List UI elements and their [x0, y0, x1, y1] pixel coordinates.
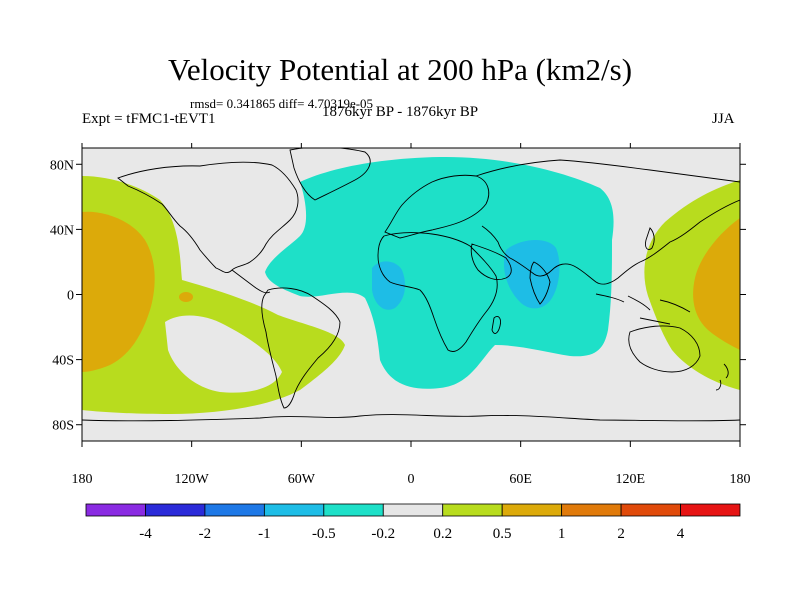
colorbar-swatch — [382, 503, 444, 517]
coast-indonesia — [595, 293, 691, 325]
lat-tick-label: 0 — [67, 289, 74, 304]
stats-label: rmsd= 0.341865 diff= 4.70319e-05 — [190, 96, 374, 111]
colorbar-swatch — [204, 503, 265, 517]
coast-greenland — [289, 148, 371, 201]
colorbar-swatch — [85, 503, 146, 517]
positive-anomaly-east-pacific — [82, 176, 345, 414]
colorbar-swatch — [680, 503, 741, 517]
colorbar-label: 0.2 — [433, 526, 452, 542]
plot-title: Velocity Potential at 200 hPa (km2/s) — [167, 52, 633, 87]
strong-negative-core-arabia — [503, 239, 560, 309]
colorbar-label: -4 — [139, 526, 152, 542]
negative-anomaly-region — [265, 156, 614, 389]
coast-south-america — [261, 287, 341, 409]
colorbar-label: -0.2 — [371, 526, 395, 542]
colorbar-label: 2 — [617, 526, 625, 542]
colorbar-label: -2 — [199, 526, 212, 542]
lon-axis: 180 120W 60W 0 60E 120E 180 — [72, 143, 751, 487]
coast-arabia — [470, 243, 512, 281]
lon-tick-label: 0 — [408, 472, 415, 487]
coast-new-zealand — [715, 363, 729, 391]
coast-africa — [377, 232, 498, 353]
colorbar-label: -1 — [258, 526, 271, 542]
colorbar-swatch — [263, 503, 325, 517]
lon-tick-label: 180 — [72, 472, 93, 487]
coast-antarctica — [82, 414, 740, 422]
coast-europe — [384, 174, 490, 239]
small-positive-core — [179, 292, 193, 302]
colorbar-swatch — [323, 503, 384, 517]
lat-tick-label: 40S — [52, 354, 74, 369]
coast-india — [529, 261, 551, 305]
lon-tick-label: 60W — [288, 472, 316, 487]
lon-tick-label: 120E — [616, 472, 646, 487]
neutral-gap-south-pacific — [165, 315, 282, 393]
period-label: 1876kyr BP - 1876kyr BP — [322, 104, 479, 120]
lon-tick-label: 120W — [175, 472, 210, 487]
lon-tick-label: 60E — [509, 472, 532, 487]
lon-tick-label: 180 — [730, 472, 751, 487]
strong-positive-core-east-pacific — [82, 211, 155, 372]
strong-positive-core-west-pacific — [693, 218, 740, 350]
coast-australia — [628, 325, 701, 373]
colorbar-label: -0.5 — [312, 526, 336, 542]
colorbar-swatch — [501, 503, 563, 517]
coast-north-america — [117, 161, 299, 273]
lat-tick-label: 80S — [52, 419, 74, 434]
strong-negative-core-africa — [372, 261, 406, 310]
positive-anomaly-west-pacific — [644, 180, 740, 390]
lat-axis: 80N 40N 0 40S 80S — [50, 158, 746, 434]
colorbar: -4 -2 -1 -0.5 -0.2 0.2 0.5 1 2 4 — [85, 503, 741, 542]
coast-madagascar — [491, 315, 501, 334]
coast-asia — [475, 159, 740, 285]
coast-japan — [645, 227, 655, 251]
colorbar-swatch — [442, 503, 503, 517]
colorbar-label: 1 — [558, 526, 566, 542]
lat-tick-label: 40N — [50, 223, 74, 238]
lat-tick-label: 80N — [50, 158, 74, 173]
experiment-label: Expt = tFMC1-tEVT1 — [82, 111, 216, 127]
coastlines — [82, 148, 740, 422]
colorbar-label: 0.5 — [493, 526, 512, 542]
colorbar-swatch — [620, 503, 681, 517]
colorbar-swatch — [145, 503, 206, 517]
field-layer — [82, 148, 740, 441]
colorbar-swatch — [561, 503, 622, 517]
colorbar-label: 4 — [677, 526, 685, 542]
season-label: JJA — [712, 111, 735, 127]
